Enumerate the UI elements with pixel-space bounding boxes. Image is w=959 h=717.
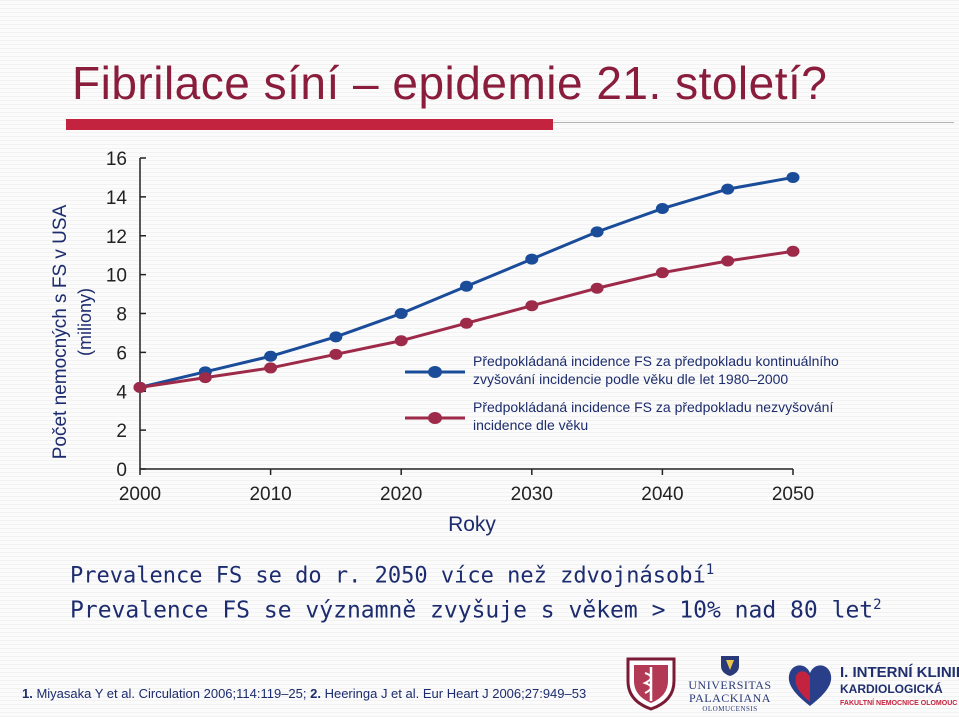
y-tick-label: 14 <box>106 188 128 209</box>
data-point <box>394 308 408 319</box>
references: 1. Miyasaka Y et al. Circulation 2006;11… <box>22 686 587 701</box>
y-tick-label: 12 <box>106 227 127 248</box>
citation-2: 2 <box>873 597 882 613</box>
data-point <box>525 300 539 312</box>
legend-marker-2 <box>428 412 442 424</box>
chart-ticks: 0 2 4 6 8 10 12 14 16 2000 2010 2020 2030 2040 2050 <box>106 149 814 505</box>
y-axis-label: Počet nemocných s FS v USA <box>50 204 71 459</box>
chart-legend: Předpokládaná incidence FS za předpoklad… <box>405 353 839 433</box>
upol-logo: UNIVERSITAS PALACKIANA OLOMUCENSIS <box>688 653 772 715</box>
data-point <box>133 381 147 393</box>
data-point <box>264 350 278 362</box>
slide-title: Fibrilace síní – epidemie 21. století? <box>72 57 828 109</box>
legend-label: Předpokládaná incidence FS za předpoklad… <box>473 353 839 369</box>
citation-1: 1 <box>705 562 715 578</box>
y-tick-label: 2 <box>116 421 127 442</box>
y-axis-label-unit: (miliony) <box>75 288 95 356</box>
data-point <box>655 267 669 279</box>
heart-logo-icon <box>788 665 832 706</box>
data-point <box>655 203 669 215</box>
bullet-prevalence-age: Prevalence FS se významně zvyšuje s věke… <box>70 597 882 624</box>
medical-shield-logo <box>624 655 678 711</box>
data-point <box>329 348 343 360</box>
data-point <box>460 317 473 329</box>
x-tick-label: 2050 <box>772 484 814 505</box>
data-point <box>590 282 604 294</box>
data-point <box>264 362 278 374</box>
x-axis-label: Roky <box>448 513 496 536</box>
chart-series <box>133 171 800 393</box>
incidence-chart: 0 2 4 6 8 10 12 14 16 2000 2010 2020 2030 2040 2050 Př… <box>50 149 839 536</box>
title-accent-bar <box>66 119 553 130</box>
data-point <box>198 372 212 384</box>
x-tick-label: 2000 <box>119 484 161 505</box>
upol-crest-icon <box>721 656 739 676</box>
x-tick-label: 2010 <box>249 484 291 505</box>
y-tick-label: 8 <box>116 305 127 326</box>
data-point <box>721 255 735 267</box>
data-point <box>786 171 800 183</box>
data-point <box>329 331 343 343</box>
x-tick-label: 2020 <box>380 484 422 505</box>
bullet-prevalence-doubling: Prevalence FS se do r. 2050 více než zdv… <box>70 562 715 589</box>
y-tick-label: 4 <box>116 382 127 403</box>
data-point <box>394 335 408 347</box>
y-tick-label: 0 <box>116 460 127 481</box>
legend-label: incidence dle věku <box>473 417 588 433</box>
data-point <box>460 280 473 292</box>
chart-axes <box>139 158 793 470</box>
legend-label: zvyšování incidencie podle věku dle let … <box>473 371 788 387</box>
data-point <box>786 245 800 257</box>
legend-label: Předpokládaná incidence FS za předpoklad… <box>473 399 833 415</box>
y-tick-label: 16 <box>106 149 127 170</box>
y-tick-label: 10 <box>106 266 127 287</box>
data-point <box>590 226 604 238</box>
y-tick-label: 6 <box>116 343 127 364</box>
x-tick-label: 2030 <box>511 484 553 505</box>
data-point <box>525 253 539 265</box>
x-tick-label: 2040 <box>641 484 683 505</box>
legend-marker-1 <box>428 366 442 378</box>
data-point <box>721 183 735 195</box>
